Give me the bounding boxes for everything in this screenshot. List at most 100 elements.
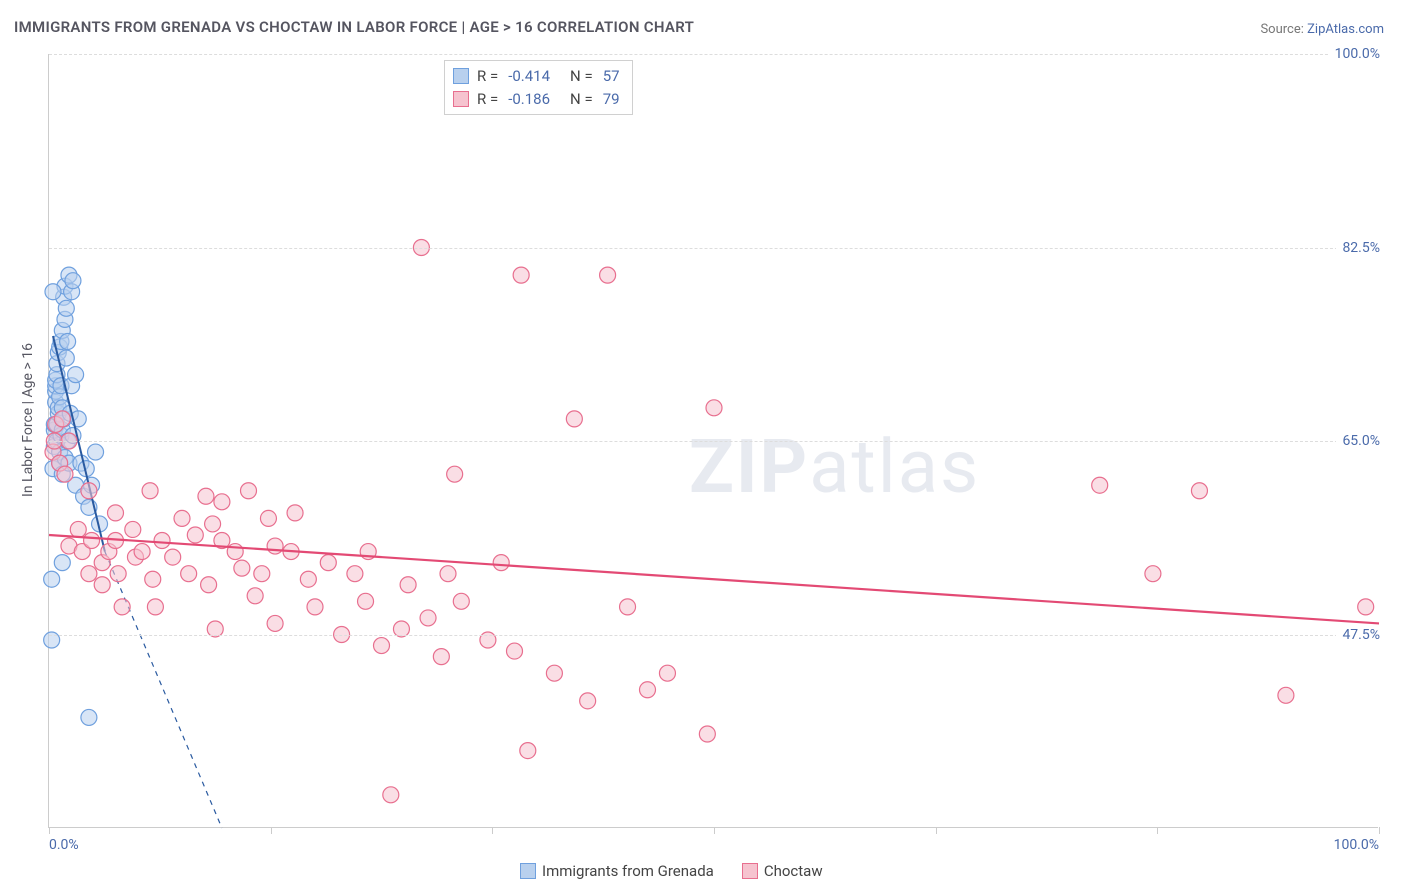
data-point: [54, 411, 70, 427]
legend-swatch: [453, 91, 469, 107]
legend-item: Choctaw: [742, 862, 823, 880]
x-tick: [492, 827, 493, 834]
data-point: [447, 466, 463, 482]
data-point: [54, 555, 70, 571]
r-label: R =: [477, 88, 498, 111]
data-point: [620, 599, 636, 615]
scatter-plot: ZIPatlas 47.5%65.0%82.5%100.0%0.0%100.0%: [48, 54, 1378, 828]
stats-row: R = -0.414 N = 57: [453, 65, 620, 88]
n-label: N =: [570, 65, 593, 88]
x-tick: [936, 827, 937, 834]
data-point: [374, 638, 390, 654]
n-value: 57: [603, 65, 620, 88]
gridline-h: [49, 441, 1378, 442]
series-legend: Immigrants from Grenada Choctaw: [520, 862, 823, 880]
data-point: [320, 555, 336, 571]
legend-swatch: [520, 863, 536, 879]
source-attribution: Source: ZipAtlas.com: [1260, 22, 1384, 37]
data-point: [154, 533, 170, 549]
y-axis-label: In Labor Force | Age > 16: [20, 343, 36, 497]
source-link[interactable]: ZipAtlas.com: [1307, 22, 1384, 37]
data-point: [108, 505, 124, 521]
data-point: [181, 566, 197, 582]
data-point: [640, 682, 656, 698]
y-tick-label: 65.0%: [1336, 433, 1380, 449]
data-point: [57, 466, 73, 482]
r-value: -0.414: [508, 65, 550, 88]
data-point: [201, 577, 217, 593]
chart-title: IMMIGRANTS FROM GRENADA VS CHOCTAW IN LA…: [14, 18, 694, 36]
r-label: R =: [477, 65, 498, 88]
data-point: [147, 599, 163, 615]
data-point: [566, 411, 582, 427]
data-point: [125, 521, 141, 537]
data-point: [600, 267, 616, 283]
gridline-h: [49, 54, 1378, 55]
y-tick-label: 82.5%: [1336, 240, 1380, 256]
data-point: [45, 284, 61, 300]
data-point: [260, 510, 276, 526]
x-tick: [1157, 827, 1158, 834]
data-point: [1092, 477, 1108, 493]
data-point: [84, 533, 100, 549]
data-point: [81, 483, 97, 499]
data-point: [234, 560, 250, 576]
n-value: 79: [603, 88, 620, 111]
gridline-h: [49, 635, 1378, 636]
data-point: [60, 333, 76, 349]
data-point: [706, 400, 722, 416]
x-tick-label: 100.0%: [1334, 837, 1379, 853]
data-point: [300, 571, 316, 587]
data-point: [400, 577, 416, 593]
data-point: [142, 483, 158, 499]
data-point: [580, 693, 596, 709]
data-point: [358, 593, 374, 609]
data-point: [420, 610, 436, 626]
data-point: [699, 726, 715, 742]
legend-swatch: [742, 863, 758, 879]
data-point: [44, 571, 60, 587]
gridline-h: [49, 248, 1378, 249]
source-label: Source:: [1260, 22, 1303, 37]
data-point: [1145, 566, 1161, 582]
y-tick-label: 100.0%: [1329, 46, 1380, 62]
regression-line: [49, 535, 1379, 623]
data-point: [94, 577, 110, 593]
data-point: [58, 300, 74, 316]
legend-label: Immigrants from Grenada: [542, 862, 714, 880]
data-point: [88, 444, 104, 460]
data-point: [493, 555, 509, 571]
data-point: [347, 566, 363, 582]
data-point: [187, 527, 203, 543]
data-point: [165, 549, 181, 565]
data-point: [145, 571, 161, 587]
data-point: [214, 494, 230, 510]
data-point: [134, 544, 150, 560]
data-point: [114, 599, 130, 615]
data-point: [247, 588, 263, 604]
data-point: [81, 566, 97, 582]
data-point: [68, 367, 84, 383]
x-tick: [714, 827, 715, 834]
data-point: [254, 566, 270, 582]
stats-row: R = -0.186 N = 79: [453, 88, 620, 111]
x-tick-label: 0.0%: [49, 837, 79, 853]
y-tick-label: 47.5%: [1336, 627, 1380, 643]
data-point: [507, 643, 523, 659]
data-point: [174, 510, 190, 526]
data-point: [659, 665, 675, 681]
data-point: [198, 488, 214, 504]
data-point: [287, 505, 303, 521]
n-label: N =: [570, 88, 593, 111]
r-value: -0.186: [508, 88, 550, 111]
data-point: [513, 267, 529, 283]
x-tick: [271, 827, 272, 834]
data-point: [205, 516, 221, 532]
regression-line-extrapolated: [105, 552, 222, 828]
data-point: [453, 593, 469, 609]
data-point: [440, 566, 456, 582]
data-point: [307, 599, 323, 615]
x-tick: [1379, 827, 1380, 834]
legend-swatch: [453, 68, 469, 84]
data-point: [267, 615, 283, 631]
